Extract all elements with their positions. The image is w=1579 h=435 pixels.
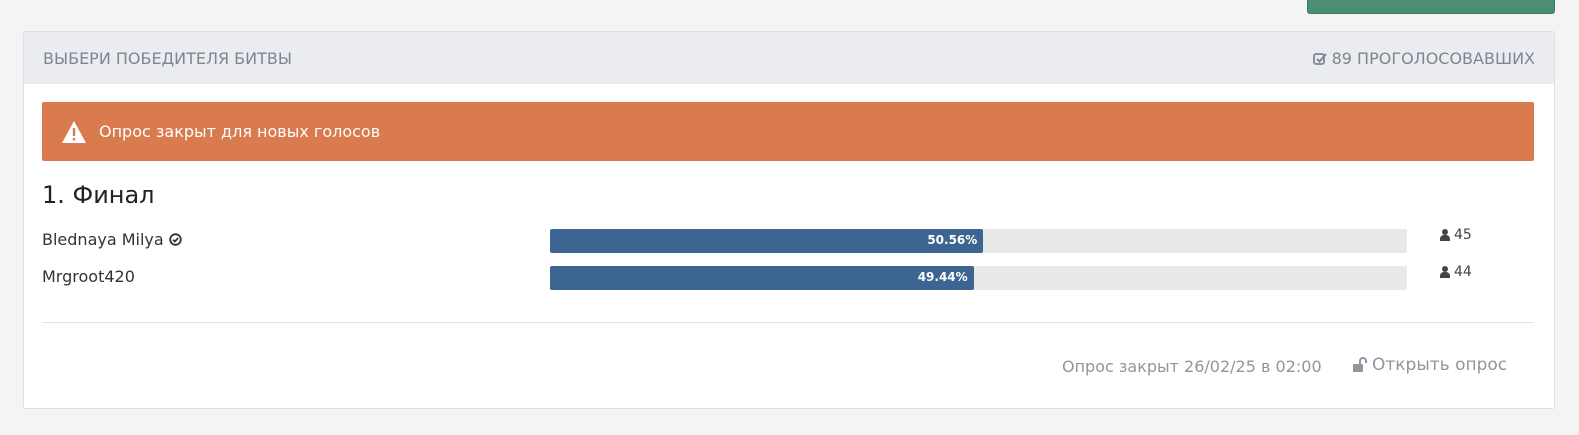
alert: Опрос закрыт для новых голосов [42, 102, 1534, 161]
alert-text: Опрос закрыт для новых голосов [99, 122, 381, 141]
option-name-text: Blednaya Milya [42, 230, 164, 249]
reopen-text[interactable]: Открыть опрос [1372, 355, 1508, 375]
option-name: Mrgroot420 [42, 267, 135, 286]
voters-text: 89 ПРОГОЛОСОВАВШИХ [1331, 49, 1535, 68]
vote-count-text: 45 [1454, 227, 1472, 243]
bar-label: 49.44% [917, 270, 968, 284]
bar: 50.56% [550, 229, 984, 253]
top-button[interactable] [1307, 0, 1555, 14]
vote-count-text: 44 [1454, 264, 1472, 280]
person-icon [1440, 266, 1450, 278]
bar-label: 50.56% [927, 233, 978, 247]
poll-title: ВЫБЕРИ ПОБЕДИТЕЛЯ БИТВЫ [43, 49, 292, 68]
closed-info: Опрос закрыт 26/02/25 в 02:00 [1062, 357, 1322, 376]
poll-panel: ВЫБЕРИ ПОБЕДИТЕЛЯ БИТВЫ 89 ПРОГОЛОСОВАВШ… [23, 31, 1555, 409]
person-icon [1440, 229, 1450, 241]
check-icon [1312, 52, 1327, 65]
question: 1. Финал [42, 181, 155, 209]
divider [42, 322, 1534, 323]
verified-icon [169, 233, 182, 246]
vote-count: 44 [1440, 264, 1472, 280]
bar: 49.44% [550, 266, 974, 290]
voters-count: 89 ПРОГОЛОСОВАВШИХ [1312, 49, 1535, 68]
reopen-link[interactable]: Открыть опрос [1352, 355, 1507, 375]
bar-track: 50.56% [550, 229, 1407, 253]
option-name: Blednaya Milya [42, 230, 182, 249]
option-name-text: Mrgroot420 [42, 267, 135, 286]
warning-icon [62, 120, 86, 143]
panel-header: ВЫБЕРИ ПОБЕДИТЕЛЯ БИТВЫ 89 ПРОГОЛОСОВАВШ… [24, 32, 1554, 84]
vote-count: 45 [1440, 227, 1472, 243]
bar-track: 49.44% [550, 266, 1407, 290]
unlock-icon [1353, 357, 1367, 372]
